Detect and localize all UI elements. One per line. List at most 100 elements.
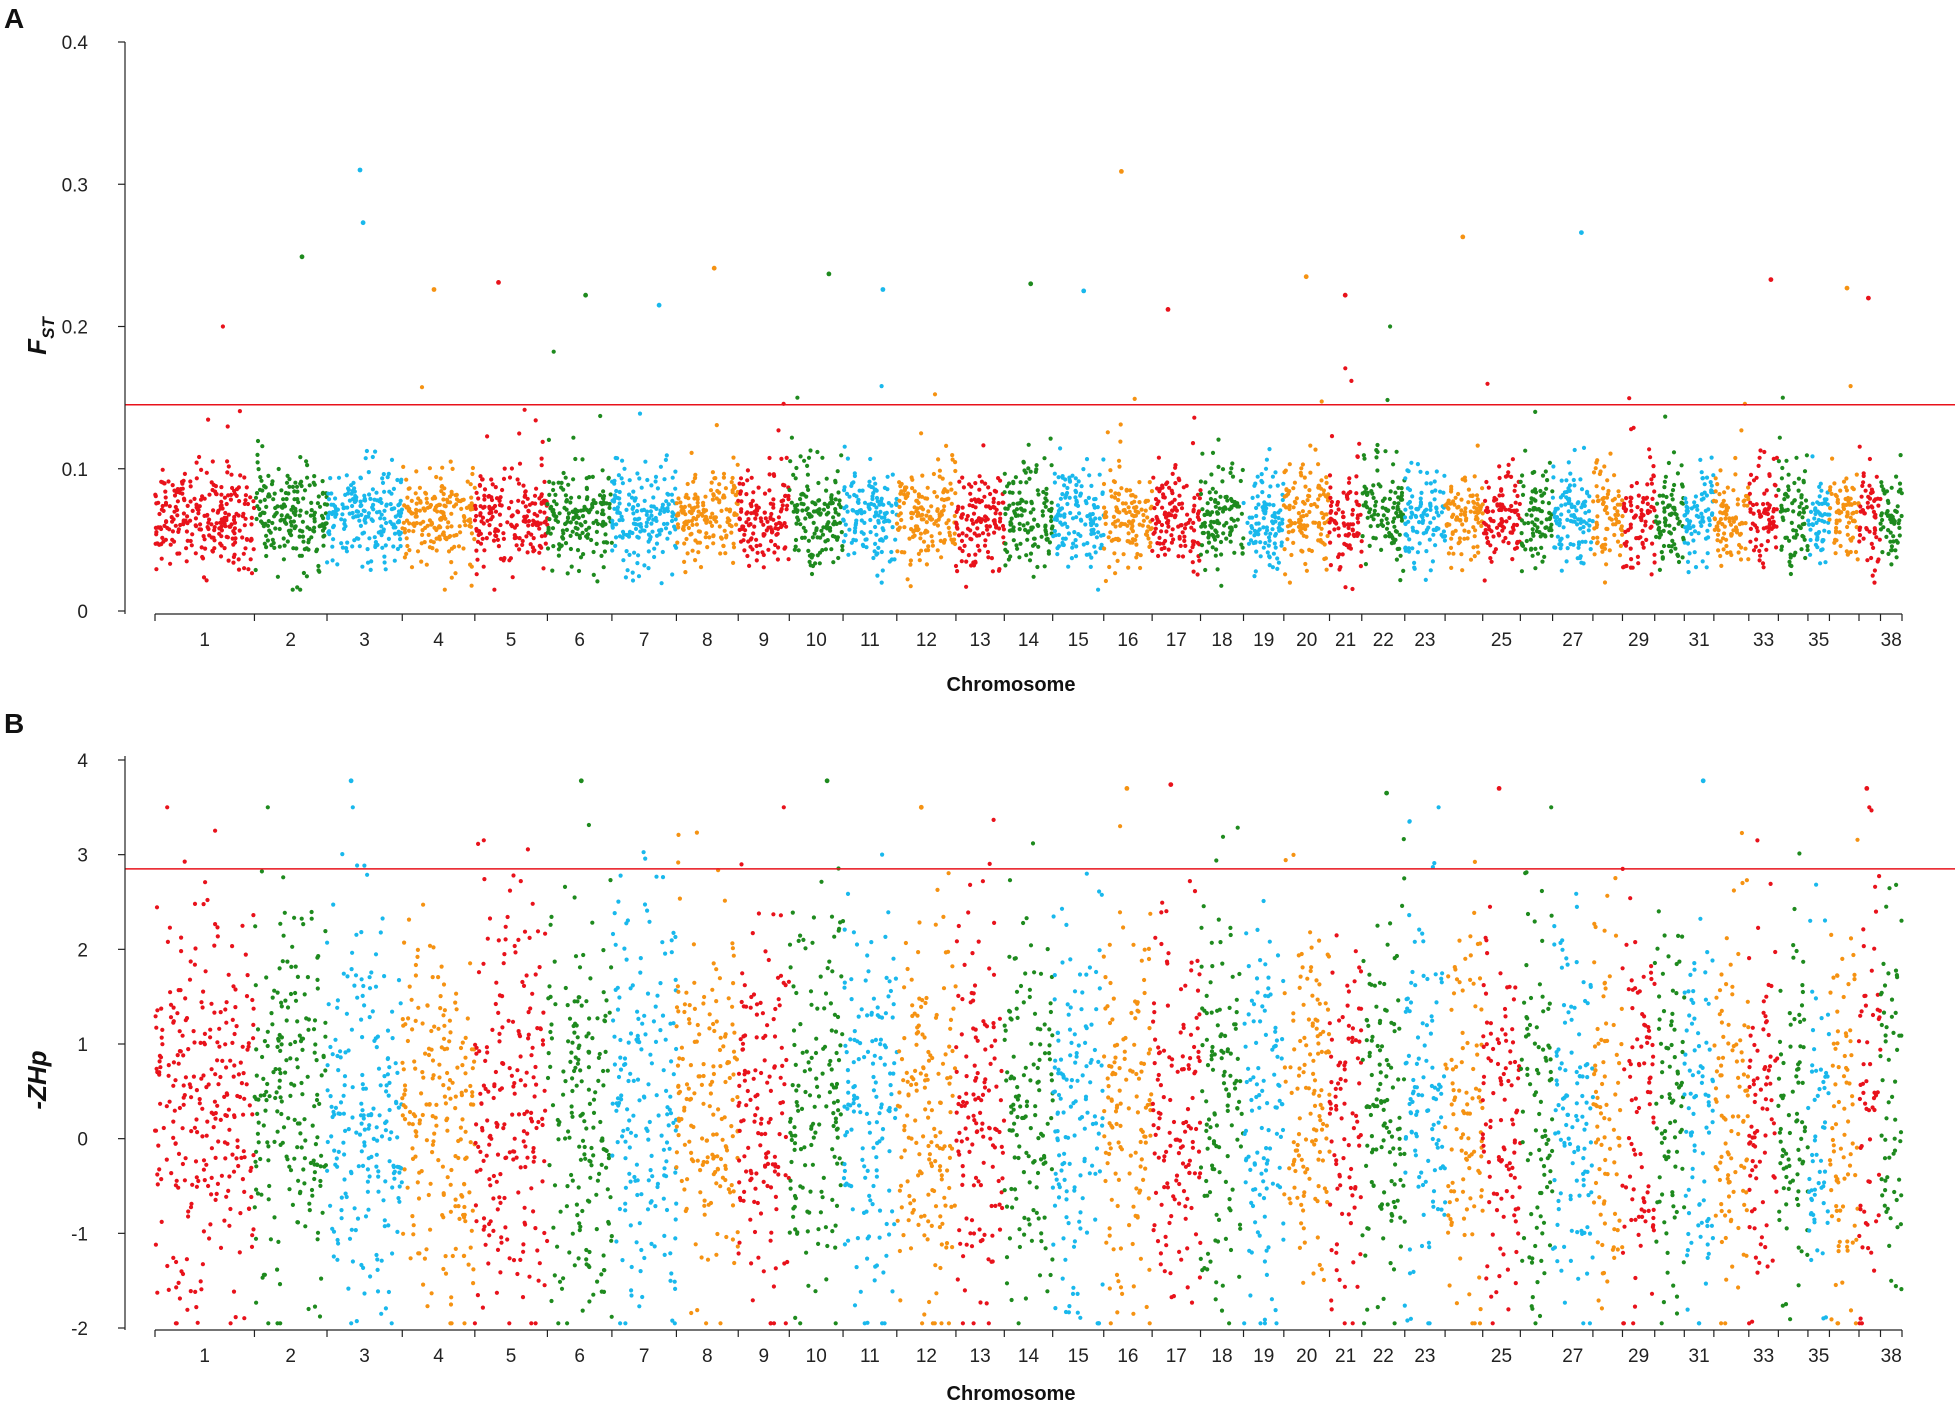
- chr-4-point: [461, 546, 466, 551]
- chr-16-point: [1124, 510, 1129, 515]
- chr-2-point: [309, 916, 314, 921]
- chr-15-point: [1091, 503, 1096, 508]
- chr-26-point: [1531, 497, 1536, 502]
- chr-35-point: [1814, 531, 1819, 536]
- chr-3-point: [330, 544, 335, 549]
- chr-20-point: [1300, 509, 1305, 514]
- chr-1-point: [209, 1001, 214, 1006]
- chr-11-point: [860, 488, 865, 493]
- chr-1-point: [231, 560, 236, 565]
- chr-7-point: [619, 514, 624, 519]
- chr-17-point: [1151, 475, 1156, 480]
- chr-1-point: [175, 487, 180, 492]
- chr-16-point: [1116, 497, 1121, 503]
- chr-22-point: [1361, 453, 1366, 458]
- chr-19-point: [1260, 490, 1265, 495]
- chr-21-point: [1329, 499, 1334, 505]
- chr-10-point: [789, 500, 794, 505]
- chr-32-point: [1715, 538, 1720, 543]
- chr-17-point: [1170, 508, 1175, 513]
- chr-30-point: [1658, 532, 1663, 537]
- chr-27-point: [1587, 518, 1592, 523]
- chr-23-point: [1407, 549, 1412, 554]
- chr-3-point: [329, 491, 334, 496]
- chr-1-point: [202, 1031, 207, 1036]
- chr-15-point: [1097, 472, 1102, 477]
- chr-8-point: [714, 496, 719, 501]
- chr-22-point: [1396, 485, 1401, 490]
- chr-2-point: [305, 1074, 310, 1079]
- chr-5-point: [493, 485, 498, 490]
- chr-32-point: [1716, 548, 1721, 553]
- chr-33-point: [1761, 526, 1766, 531]
- chr-8-point: [730, 490, 735, 495]
- x-tick-label: 14: [1018, 630, 1040, 651]
- chr-1-point: [243, 516, 248, 521]
- chr-36-point: [1827, 517, 1832, 522]
- chr-1-point: [227, 524, 232, 529]
- chr-5-point: [492, 587, 497, 592]
- chr-17-point: [1169, 513, 1174, 518]
- chr-31-point: [1685, 541, 1691, 546]
- chr-15-point: [1083, 499, 1088, 504]
- chr-1-point: [168, 1002, 174, 1007]
- chr-15-point: [1078, 533, 1083, 539]
- chr-4-point: [425, 523, 430, 528]
- chr-26-point: [1520, 492, 1526, 497]
- chr-12-point: [929, 534, 934, 539]
- chr-17-point: [1159, 546, 1164, 552]
- chr-22-point: [1372, 508, 1377, 513]
- chr-26-point: [1528, 537, 1533, 542]
- chr-12-point: [898, 491, 903, 496]
- chr-9-point: [772, 550, 777, 555]
- chr-1-point: [193, 516, 198, 521]
- chr-34-point: [1786, 472, 1791, 477]
- chr-10-point: [792, 547, 797, 552]
- chr-1-point: [233, 1315, 238, 1320]
- chr-5-point: [473, 503, 478, 508]
- chr-4-point: [470, 471, 475, 477]
- chr-9-point: [779, 499, 784, 504]
- chr-32-point: [1721, 547, 1726, 552]
- chr-34-point: [1804, 453, 1809, 458]
- chr-27-point: [1576, 540, 1582, 545]
- chr-1-point: [219, 485, 224, 490]
- chr-13-point: [980, 531, 986, 536]
- chr-1-point: [219, 543, 224, 548]
- chr-1-point: [222, 1218, 227, 1223]
- chr-18-point: [1209, 525, 1214, 530]
- chr-30-point: [1654, 534, 1659, 540]
- chr-36-point: [1828, 485, 1833, 490]
- chr-3-point: [363, 516, 368, 521]
- chr-27-point: [1569, 504, 1574, 510]
- chr-35-point: [1810, 454, 1815, 459]
- chr-5-point: [493, 527, 498, 532]
- chr-5-point: [475, 557, 480, 562]
- chr-1-point: [222, 546, 227, 551]
- chr-24-point: [1466, 529, 1471, 535]
- chr-22-point: [1394, 449, 1399, 454]
- chr-11-point: [879, 580, 884, 585]
- chr-28-point: [1619, 524, 1624, 529]
- chr-30-point: [1661, 528, 1666, 534]
- chr-5-point: [532, 493, 538, 498]
- chr-27-point: [1579, 487, 1585, 492]
- chr-23-point: [1420, 515, 1425, 520]
- chr-7-point: [652, 554, 657, 560]
- chr-9-point: [745, 468, 751, 473]
- chr-14-point: [1029, 499, 1034, 504]
- chr-1-point: [160, 535, 165, 541]
- chr-3-point: [333, 496, 338, 501]
- chr-23-point: [1402, 515, 1408, 520]
- chr-2-point: [317, 504, 323, 509]
- chr-1-point: [180, 1161, 185, 1167]
- chr-26-point: [1544, 486, 1549, 491]
- chr-1-point: [231, 1289, 237, 1294]
- chr-14-point: [1031, 574, 1036, 579]
- chr-8-peak-point: [711, 265, 717, 271]
- chr-12-point: [934, 494, 940, 499]
- chr-22-point: [1384, 526, 1390, 531]
- chr-8-point: [685, 481, 690, 487]
- chr-2-point: [266, 1158, 271, 1163]
- chr-2-point: [279, 513, 284, 518]
